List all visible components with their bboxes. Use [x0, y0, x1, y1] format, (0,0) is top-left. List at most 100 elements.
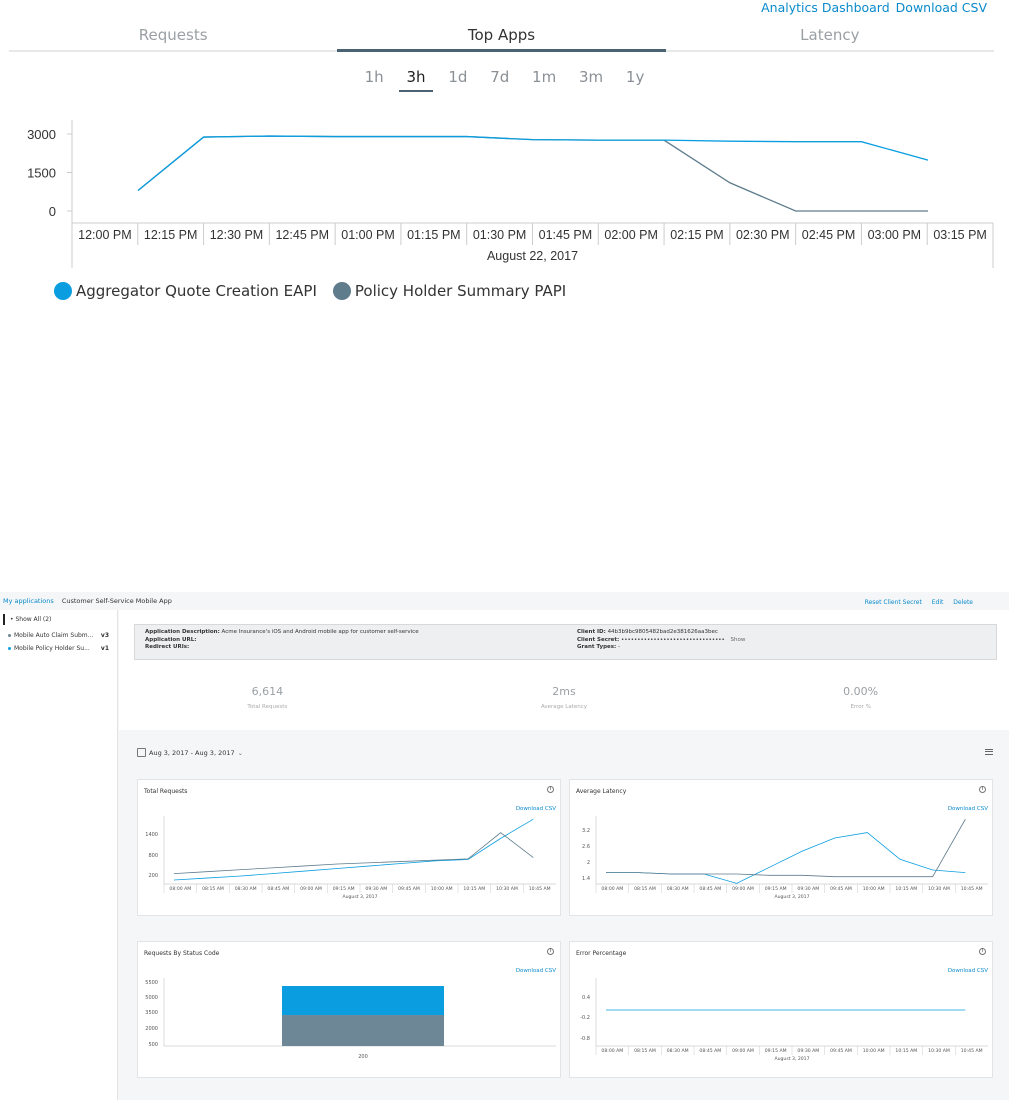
range-1d[interactable]: 1d	[448, 68, 468, 86]
x-tick-label: 09:45 AM	[830, 886, 852, 892]
stat-total-requests: 6,614 Total Requests	[157, 685, 377, 710]
info-icon[interactable]: i	[979, 786, 986, 793]
download-csv-link[interactable]: Download CSV	[515, 806, 556, 812]
legend-label: Policy Holder Summary PAPI	[354, 282, 567, 300]
x-tick-label: 08:45 AM	[699, 1048, 721, 1054]
download-csv-link[interactable]: Download CSV	[895, 0, 987, 15]
y-tick-label: 0	[49, 204, 56, 219]
x-tick-label: 08:00 AM	[601, 886, 623, 892]
x-tick-label: 02:30 PM	[736, 228, 790, 242]
x-tick-label: 09:00 AM	[732, 1048, 754, 1054]
x-tick-label: 08:30 AM	[235, 886, 257, 892]
average-latency-card: Average Latency i Download CSV 3.2 2.6 2 1.…	[569, 779, 993, 916]
legend-item[interactable]: Aggregator Quote Creation EAPI	[54, 282, 317, 300]
y-tick-label: -0.2	[580, 1015, 590, 1021]
info-icon[interactable]: i	[979, 948, 986, 955]
legend-item[interactable]: Policy Holder Summary PAPI	[332, 282, 567, 300]
x-tick-label: 08:00 AM	[601, 1048, 623, 1054]
range-1y[interactable]: 1y	[625, 68, 645, 86]
analytics-dashboard-link[interactable]: Analytics Dashboard	[761, 0, 890, 15]
x-tick-label: 01:15 PM	[407, 228, 461, 242]
total-requests-card: Total Requests i Download CSV 1400 800 200…	[137, 779, 561, 916]
series-line	[137, 135, 929, 191]
x-tick-label: 10:15 AM	[895, 1048, 917, 1054]
series-line	[606, 819, 966, 878]
x-tick-label: 08:30 AM	[667, 1048, 689, 1054]
delete-button[interactable]: Delete	[953, 599, 973, 606]
app-summary: Application Description: Acme Insurance'…	[119, 610, 1009, 730]
show-secret-link[interactable]: Show	[730, 636, 746, 643]
y-tick-label: 3000	[27, 127, 56, 142]
info-icon[interactable]: i	[547, 948, 554, 955]
x-tick-label: 08:15 AM	[634, 1048, 656, 1054]
x-tick-label: 10:15 AM	[895, 886, 917, 892]
range-3h[interactable]: 3h	[399, 66, 433, 92]
status-code-card: Requests By Status Code i Download CSV 5…	[137, 941, 561, 1078]
crumb-my-applications[interactable]: My applications	[3, 597, 54, 605]
y-tick-label: 3.2	[582, 828, 590, 834]
y-tick-label: 2.6	[582, 844, 590, 850]
x-tick-label: 03:00 PM	[868, 228, 922, 242]
y-tick-label: 1400	[145, 832, 158, 838]
stat-value: 2ms	[552, 685, 576, 698]
x-tick-label: 08:15 AM	[634, 886, 656, 892]
x-tick-label: 09:30 AM	[365, 886, 387, 892]
download-csv-link[interactable]: Download CSV	[515, 968, 556, 974]
sidebar: • Show All (2) Mobile Auto Claim Subm...…	[0, 610, 118, 1100]
header-links: Analytics Dashboard Download CSV	[755, 0, 987, 15]
x-tick-label: 08:30 AM	[667, 886, 689, 892]
x-tick-label: 08:15 AM	[202, 886, 224, 892]
tab-latency[interactable]: Latency	[800, 26, 860, 44]
tab-requests[interactable]: Requests	[138, 26, 208, 44]
grant-label: Grant Types:	[577, 644, 617, 650]
redirect-label: Redirect URIs:	[145, 644, 190, 650]
url-row: Application URL:	[145, 637, 986, 645]
info-icon[interactable]: i	[547, 786, 554, 793]
sidebar-app-item[interactable]: Mobile Policy Holder Su... v1	[0, 642, 117, 655]
range-1h[interactable]: 1h	[364, 68, 384, 86]
range-7d[interactable]: 7d	[490, 68, 510, 86]
x-tick-label: 10:45 AM	[961, 886, 983, 892]
x-tick-label: 08:45 AM	[267, 886, 289, 892]
download-csv-link[interactable]: Download CSV	[947, 806, 988, 812]
x-tick-label: 02:00 PM	[604, 228, 658, 242]
series-line	[137, 135, 928, 212]
app-portal-screenshot: My applications Customer Self-Service Mo…	[0, 592, 1009, 1100]
y-tick-label: 500	[148, 1042, 158, 1048]
x-axis-label: August 3, 2017	[774, 894, 809, 900]
stat-average-latency: 2ms Average Latency	[454, 685, 674, 710]
reset-secret-button[interactable]: Reset Client Secret	[864, 599, 922, 606]
sidebar-app-item[interactable]: Mobile Auto Claim Subm... v3	[0, 629, 117, 642]
tab-top-apps[interactable]: Top Apps	[337, 18, 666, 52]
x-tick-label: 02:15 PM	[670, 228, 724, 242]
card-title: Error Percentage	[576, 950, 627, 957]
edit-button[interactable]: Edit	[931, 599, 944, 606]
y-tick-label: 5000	[145, 995, 158, 1001]
x-axis-label: August 3, 2017	[342, 894, 377, 900]
download-csv-link[interactable]: Download CSV	[947, 968, 988, 974]
legend-swatch	[54, 282, 72, 300]
client-id-row: Client ID: 44b3b9bc9805482bad2e381626aa3…	[577, 629, 745, 637]
client-info: Client ID: 44b3b9bc9805482bad2e381626aa3…	[577, 629, 745, 652]
show-all-item[interactable]: • Show All (2)	[3, 614, 117, 625]
date-range-picker[interactable]: Aug 3, 2017 - Aug 3, 2017 ⌄	[137, 748, 243, 757]
x-tick-label: 09:15 AM	[765, 1048, 787, 1054]
menu-icon[interactable]	[985, 747, 993, 756]
range-3m[interactable]: 3m	[578, 68, 604, 86]
show-all-label: Show All (2)	[15, 616, 52, 623]
range-1m[interactable]: 1m	[532, 68, 557, 86]
x-tick-label: 10:30 AM	[496, 886, 518, 892]
x-tick-label: 10:00 AM	[863, 1048, 885, 1054]
bar-segment	[282, 1015, 444, 1046]
legend-swatch	[332, 282, 351, 300]
x-tick-label: 02:45 PM	[802, 228, 856, 242]
x-tick-label: 09:30 AM	[797, 886, 819, 892]
y-tick-label: -0.8	[580, 1036, 590, 1042]
redirect-row: Redirect URIs:	[145, 644, 986, 652]
x-tick-label: 09:45 AM	[398, 886, 420, 892]
y-tick-label: 1.4	[582, 876, 590, 882]
x-axis-label: August 22, 2017	[487, 249, 578, 263]
error-percentage-card: Error Percentage i Download CSV 0.4 -0.2 -…	[569, 941, 993, 1078]
x-tick-label: 09:45 AM	[830, 1048, 852, 1054]
chevron-down-icon: ⌄	[237, 748, 244, 757]
